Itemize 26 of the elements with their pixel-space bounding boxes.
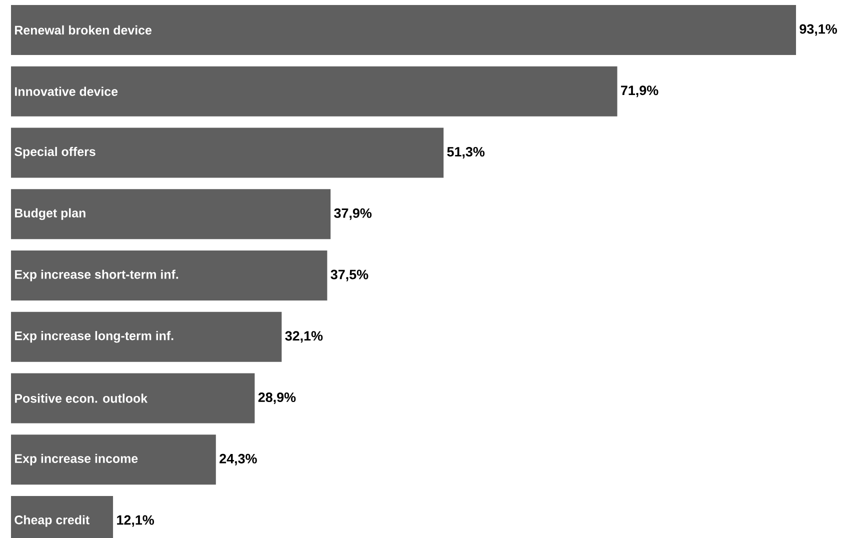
bar [11, 66, 618, 116]
data-label: 24,3% [220, 454, 257, 466]
y-tick-label: Positive econ. outlook [15, 394, 148, 403]
data-label: 71,9% [621, 86, 658, 98]
data-label: 37,5% [330, 270, 368, 282]
data-label: 32,1% [285, 331, 323, 343]
y-tick-label: Exp increase short-term inf. [15, 270, 178, 282]
bar [11, 4, 796, 55]
y-tick-label: Cheap credit [14, 515, 90, 527]
y-tick-label: Renewal broken device [15, 25, 152, 35]
y-tick-label: Exp increase long-term inf. [15, 331, 174, 343]
bar [11, 434, 216, 485]
data-label: 93,1% [800, 24, 837, 36]
bar [11, 312, 282, 362]
bar [11, 373, 255, 424]
y-tick-label: Exp increase income [15, 454, 138, 466]
y-tick-label: Innovative device [15, 86, 118, 96]
bar [11, 128, 444, 178]
data-label: 12,1% [117, 515, 154, 527]
y-tick-label: Special offers [14, 146, 96, 159]
data-label: 37,9% [334, 208, 372, 220]
bar [11, 189, 331, 240]
data-label: 28,9% [258, 392, 296, 404]
y-tick-label: Budget plan [15, 208, 86, 220]
bar [11, 250, 328, 300]
data-label: 51,3% [447, 147, 485, 158]
